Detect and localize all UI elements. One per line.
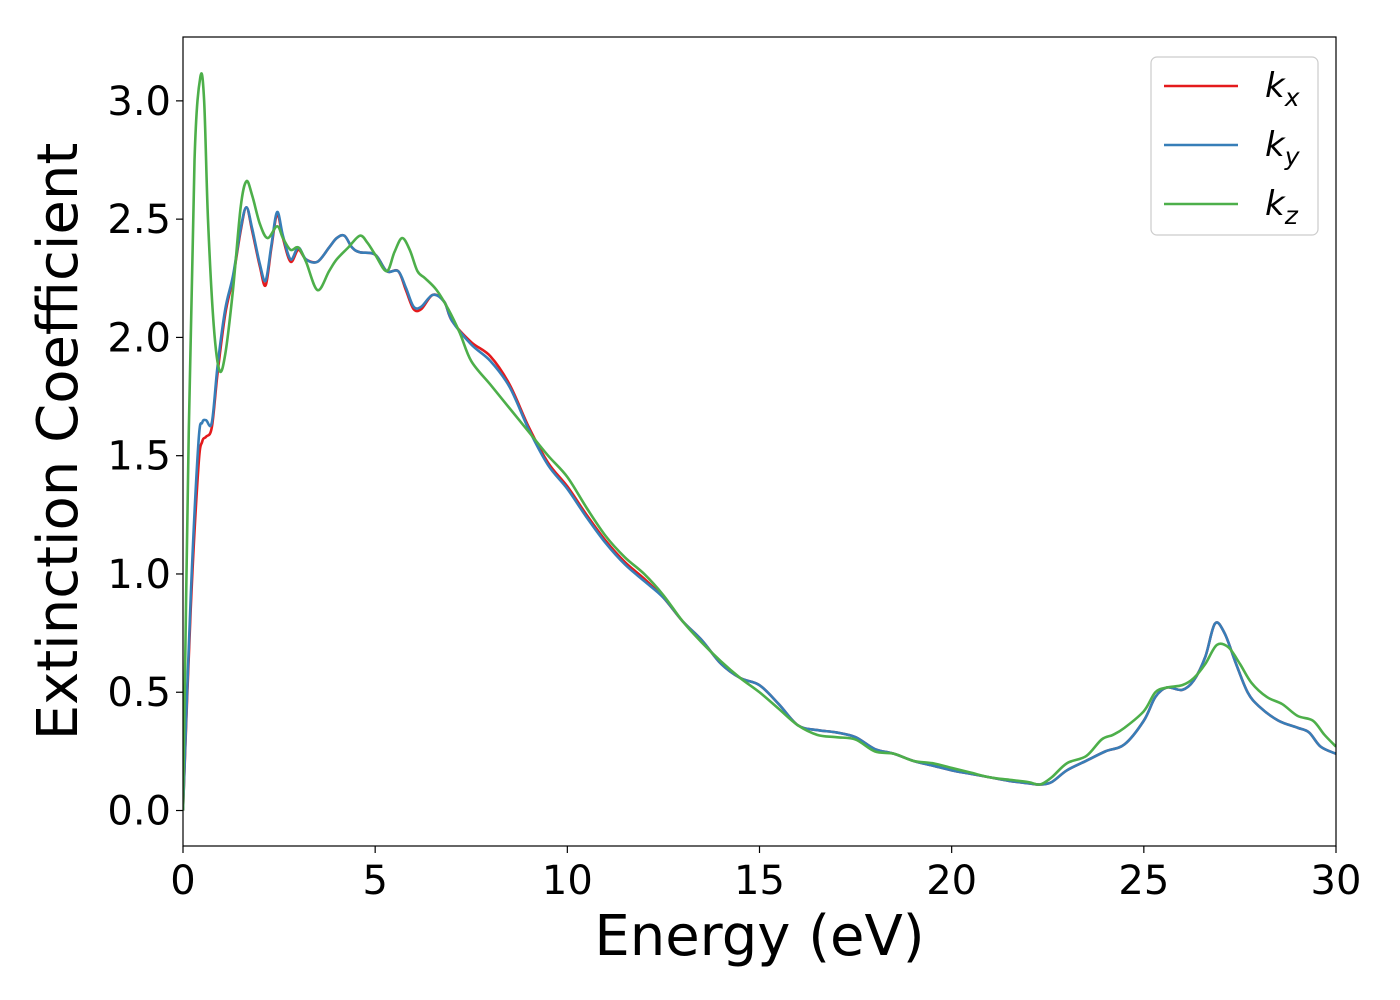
series-line-kz (183, 72, 1336, 811)
x-tick-label: 15 (734, 858, 785, 904)
y-tick-label: 0.0 (107, 789, 171, 835)
x-tick-label: 20 (926, 858, 977, 904)
y-tick-label: 1.5 (107, 434, 171, 480)
x-tick-label: 5 (362, 858, 387, 904)
x-axis-title: Energy (eV) (594, 904, 924, 969)
y-tick-label: 2.5 (107, 197, 171, 243)
y-tick-label: 1.0 (107, 552, 171, 598)
series-line-ky (183, 206, 1336, 811)
plot-area (183, 72, 1336, 811)
y-tick-label: 2.0 (107, 315, 171, 361)
x-tick-label: 0 (170, 858, 195, 904)
legend-label-kz: kz (1265, 184, 1299, 230)
x-tick-label: 25 (1118, 858, 1169, 904)
x-tick-label: 10 (542, 858, 593, 904)
legend-label-ky: ky (1265, 125, 1301, 171)
axis-ticks: 0 5 10 15 20 25 30 0.0 0.5 1.0 1.5 2.0 2.5 3.0 (107, 79, 1361, 904)
legend: kx ky kz (1150, 56, 1319, 236)
legend-label-kx: kx (1265, 66, 1300, 112)
x-tick-label: 30 (1311, 858, 1362, 904)
y-tick-label: 0.5 (107, 670, 171, 716)
axes-frame (182, 36, 1337, 847)
y-axis-title: Extinction Coefficient (26, 143, 91, 741)
y-tick-label: 3.0 (107, 79, 171, 125)
